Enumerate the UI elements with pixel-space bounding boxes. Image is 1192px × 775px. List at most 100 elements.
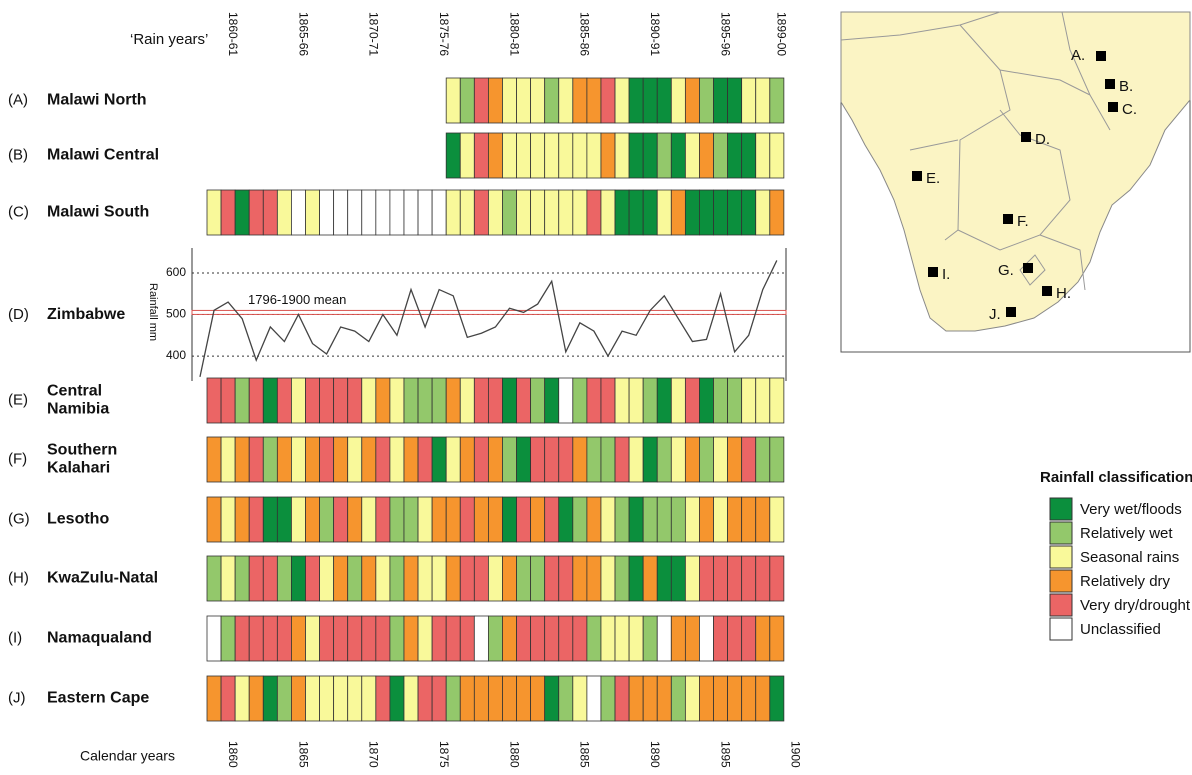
rain-cell — [502, 436, 517, 483]
rain-year-tick: 1870-71 — [367, 12, 381, 56]
row-name: Lesotho — [47, 511, 109, 528]
rain-cell — [305, 615, 320, 662]
rain-cell — [276, 377, 292, 424]
rain-cell — [670, 496, 686, 543]
rain-cell — [670, 615, 686, 662]
rain-cell — [389, 436, 405, 483]
rain-cell — [389, 615, 405, 662]
rain-cell — [713, 377, 728, 424]
rain-cell — [319, 496, 335, 543]
rain-cell — [713, 436, 728, 483]
legend-label: Relatively dry — [1080, 573, 1171, 590]
rain-cell — [473, 496, 489, 543]
rain-cell — [502, 189, 517, 236]
rain-cell — [206, 555, 222, 602]
rain-cell — [530, 675, 546, 722]
rain-cell — [459, 555, 475, 602]
rain-cell — [656, 377, 672, 424]
rain-cell — [642, 189, 658, 236]
rain-cell — [741, 189, 757, 236]
rain-cell — [445, 555, 461, 602]
rain-cell — [530, 496, 546, 543]
row-letter: (F) — [8, 450, 27, 467]
rain-cell — [600, 132, 616, 179]
rain-cell — [361, 436, 377, 483]
rain-cell — [459, 496, 475, 543]
rain-cell — [670, 436, 686, 483]
rain-cell — [333, 555, 349, 602]
rain-cell — [769, 555, 785, 602]
rain-cell — [276, 555, 292, 602]
rain-cell — [262, 615, 278, 662]
rain-cell — [431, 496, 447, 543]
rain-cell — [614, 496, 630, 543]
map-point-label: A. — [1071, 47, 1085, 64]
rain-cell — [516, 189, 532, 236]
rain-cell — [333, 377, 349, 424]
rain-cell — [206, 615, 222, 662]
rain-cell — [361, 377, 377, 424]
rain-cell — [319, 436, 335, 483]
rain-cell — [727, 77, 743, 124]
rain-cell — [713, 189, 728, 236]
map-point — [1042, 286, 1052, 296]
rain-cell — [459, 189, 475, 236]
rain-cell — [684, 555, 700, 602]
rain-cell — [262, 555, 278, 602]
rain-cell — [319, 189, 335, 236]
row-letter: (A) — [8, 91, 28, 108]
rain-cell — [586, 77, 602, 124]
rain-cell — [431, 377, 447, 424]
rain-cell — [473, 615, 489, 662]
rain-cell — [684, 377, 700, 424]
rain-cell — [530, 615, 546, 662]
row-name: Malawi North — [47, 92, 147, 109]
rain-cell — [516, 675, 532, 722]
rain-cell — [319, 615, 335, 662]
legend-swatch — [1049, 521, 1073, 545]
map-point — [1108, 102, 1118, 112]
rain-cell — [656, 496, 672, 543]
rain-cell — [502, 496, 517, 543]
rain-cell — [347, 496, 363, 543]
calendar-tick: 1870 — [367, 741, 381, 768]
rain-cell — [614, 675, 630, 722]
rain-cell — [684, 496, 700, 543]
row-name: Malawi South — [47, 204, 149, 221]
rain-cell — [727, 496, 743, 543]
rain-cell — [319, 675, 335, 722]
rain-cell — [755, 377, 771, 424]
rain-cell — [347, 189, 363, 236]
rain-cell — [502, 675, 517, 722]
rain-cell — [755, 496, 771, 543]
rain-cell — [558, 496, 574, 543]
calendar-tick: 1860 — [226, 741, 240, 768]
rain-cell — [628, 189, 644, 236]
rain-cell — [361, 555, 377, 602]
rain-cell — [713, 77, 728, 124]
rain-cell — [628, 555, 644, 602]
rain-cell — [713, 496, 728, 543]
rain-cell — [403, 615, 419, 662]
rain-cell — [206, 675, 222, 722]
rain-cell — [333, 189, 349, 236]
row-name: Central — [47, 383, 102, 400]
rain-cell — [586, 555, 602, 602]
rain-cell — [628, 132, 644, 179]
rain-cell — [234, 496, 250, 543]
rain-cell — [375, 436, 391, 483]
calendar-tick: 1865 — [296, 741, 310, 768]
rain-cell — [769, 132, 785, 179]
rain-cell — [291, 496, 306, 543]
rain-cell — [431, 555, 447, 602]
rain-cell — [586, 436, 602, 483]
rain-cell — [699, 615, 714, 662]
row-name: Malawi Central — [47, 147, 159, 164]
map-point-label: B. — [1119, 78, 1133, 95]
rain-cell — [530, 555, 546, 602]
rain-cell — [642, 436, 658, 483]
row-letter: (B) — [8, 146, 28, 163]
rainfall-line — [199, 260, 778, 377]
rain-cell — [544, 77, 560, 124]
